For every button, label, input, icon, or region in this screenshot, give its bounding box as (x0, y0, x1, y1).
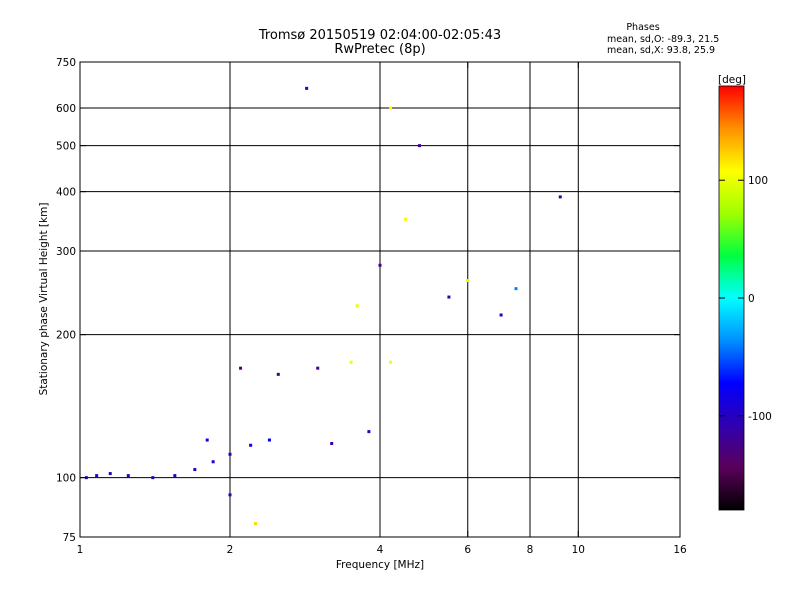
legend-line-x: mean, sd,X: 93.8, 25.9 (607, 45, 715, 56)
data-point (355, 304, 359, 308)
x-axis-label: Frequency [MHz] (336, 559, 424, 571)
data-point (558, 195, 562, 199)
data-point (151, 476, 155, 480)
x-tick-label: 16 (673, 544, 687, 556)
axis-ticks: 1 2 4 6 8 10 16 75 100 200 300 400 500 600 750 (56, 57, 687, 556)
y-tick-label: 300 (56, 246, 76, 258)
data-point (267, 438, 271, 442)
data-point (205, 438, 209, 442)
data-point (276, 372, 280, 376)
colorbar-tick-label: 0 (748, 293, 755, 305)
colorbar-tick-label: 100 (748, 175, 768, 187)
data-point (228, 493, 232, 497)
data-point (389, 106, 393, 110)
data-point (305, 86, 309, 90)
data-point (95, 474, 99, 478)
data-point (499, 313, 503, 317)
x-tick-label: 4 (377, 544, 384, 556)
data-point (514, 287, 518, 291)
colorbar-label: [deg] (718, 74, 746, 86)
data-point (367, 430, 371, 434)
data-point (330, 442, 334, 446)
data-point (126, 474, 130, 478)
data-point (389, 360, 393, 364)
data-point (84, 476, 88, 480)
legend-line-o: mean, sd,O: -89.3, 21.5 (607, 34, 719, 45)
y-tick-label: 75 (63, 532, 76, 544)
legend-title: Phases (626, 22, 659, 33)
x-tick-label: 1 (77, 544, 84, 556)
grid-layer (80, 62, 680, 537)
data-point (316, 366, 320, 370)
data-point (253, 522, 257, 526)
colorbar-ticks: 100 0 -100 (719, 175, 772, 423)
y-tick-label: 750 (56, 57, 76, 69)
y-tick-label: 600 (56, 103, 76, 115)
y-tick-label: 400 (56, 187, 76, 199)
data-point (211, 460, 215, 464)
data-point (447, 295, 451, 299)
x-tick-label: 10 (572, 544, 585, 556)
data-point (249, 443, 253, 447)
data-point (193, 468, 197, 472)
colorbar-tick-label: -100 (748, 411, 772, 423)
data-point (228, 452, 232, 456)
y-axis-label: Stationary phase Virtual Height [km] (38, 203, 50, 396)
chart-subtitle: RwPretec (8p) (334, 42, 425, 57)
data-point (417, 144, 421, 148)
data-point (239, 366, 243, 370)
y-tick-label: 100 (56, 473, 76, 485)
y-tick-label: 500 (56, 141, 76, 153)
x-tick-label: 2 (227, 544, 234, 556)
data-point (378, 263, 382, 267)
data-points (84, 86, 562, 526)
x-tick-label: 6 (464, 544, 471, 556)
y-tick-label: 200 (56, 330, 76, 342)
x-tick-label: 8 (527, 544, 534, 556)
chart-title: Tromsø 20150519 02:04:00-02:05:43 (258, 28, 501, 43)
data-point (403, 217, 407, 221)
data-point (466, 279, 470, 283)
data-point (349, 360, 353, 364)
data-point (173, 474, 177, 478)
data-point (108, 472, 112, 476)
